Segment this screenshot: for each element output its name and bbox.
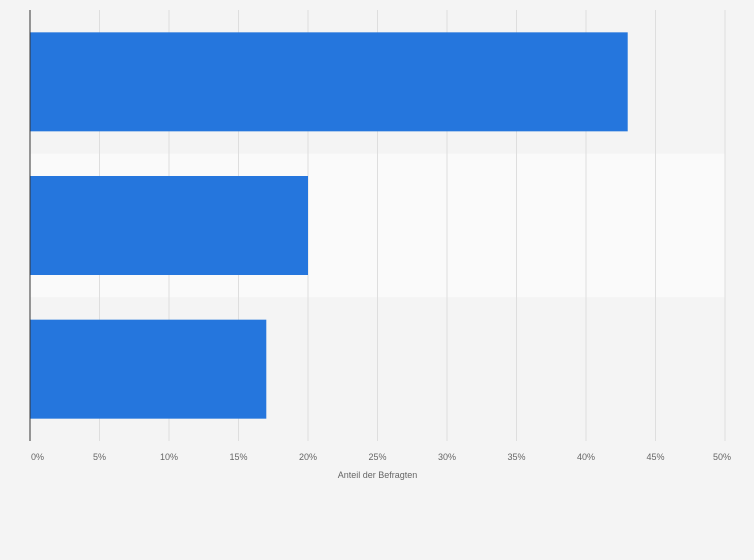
x-tick-label: 35% xyxy=(507,452,525,462)
x-tick-label: 30% xyxy=(438,452,456,462)
x-tick-label: 45% xyxy=(646,452,664,462)
bar[interactable] xyxy=(30,176,308,275)
x-tick-label: 40% xyxy=(577,452,595,462)
x-tick-label: 5% xyxy=(93,452,106,462)
bar[interactable] xyxy=(30,32,628,132)
x-tick-label: 50% xyxy=(713,452,731,462)
x-axis-title: Anteil der Befragten xyxy=(338,470,418,480)
x-axis-ticks: 0% 5% 10% 15% 20% 25% 30% 35% 40% 45% 50% xyxy=(31,452,731,462)
x-tick-label: 10% xyxy=(160,452,178,462)
bars xyxy=(30,32,628,419)
x-tick-label: 15% xyxy=(229,452,247,462)
bar[interactable] xyxy=(30,319,267,419)
x-tick-label: 20% xyxy=(299,452,317,462)
x-tick-label: 25% xyxy=(368,452,386,462)
x-tick-label: 0% xyxy=(31,452,44,462)
